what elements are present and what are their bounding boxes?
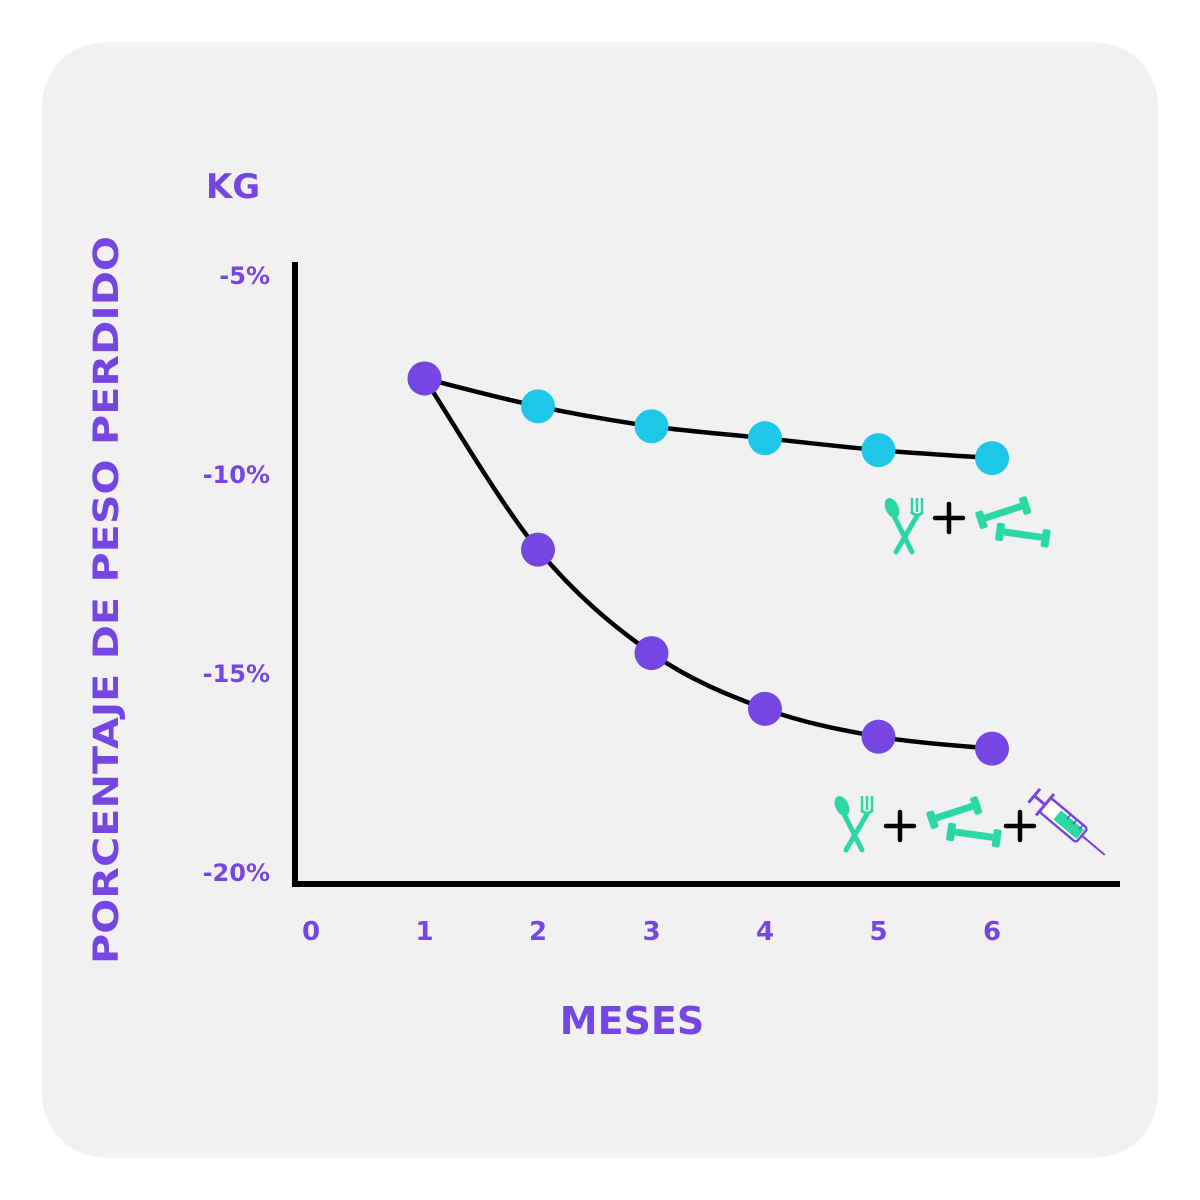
data-point [407, 361, 442, 396]
y-tick-label: -20% [203, 859, 270, 887]
data-point [521, 532, 555, 567]
data-point [521, 389, 555, 424]
series-line [423, 376, 993, 461]
syringe-icon [1023, 783, 1116, 868]
y-tick-label: -5% [219, 262, 270, 290]
data-point [975, 441, 1009, 476]
unit-label: KG [206, 167, 260, 207]
x-axis-title: MESES [560, 999, 704, 1043]
y-tick-label: -15% [203, 660, 270, 688]
data-point [634, 409, 669, 444]
plus-icon [935, 504, 963, 532]
y-axis-title: PORCENTAJE DE PESO PERDIDO [87, 236, 127, 964]
data-point [861, 719, 896, 754]
x-tick-label: 4 [756, 917, 774, 947]
data-point [748, 691, 782, 726]
data-point [861, 433, 896, 468]
plus-icon [1006, 812, 1034, 840]
data-point [975, 731, 1009, 766]
plus-icon [886, 812, 914, 840]
dumbbell-icon [925, 795, 1002, 848]
chart-card [42, 42, 1158, 1158]
legend-diet-exercise-medication [832, 783, 1116, 868]
y-tick-label: -10% [203, 461, 270, 489]
fork-knife-icon [882, 496, 923, 552]
x-tick-label: 3 [642, 917, 660, 947]
x-tick-label: 0 [302, 917, 320, 947]
x-tick-label: 6 [983, 917, 1001, 947]
data-point [748, 421, 782, 456]
x-tick-label: 5 [869, 917, 887, 947]
x-tick-label: 1 [415, 917, 433, 947]
series-points [407, 361, 1009, 766]
x-tick-label: 2 [529, 917, 547, 947]
y-tick-labels: -5% -10% -15% -20% [203, 262, 270, 887]
data-point [634, 636, 669, 671]
series-lines [422, 376, 993, 751]
legend-diet-exercise [882, 496, 1051, 552]
x-tick-labels: 0 1 2 3 4 5 6 [302, 917, 1001, 947]
fork-knife-icon [832, 794, 873, 850]
dumbbell-icon [974, 495, 1051, 548]
